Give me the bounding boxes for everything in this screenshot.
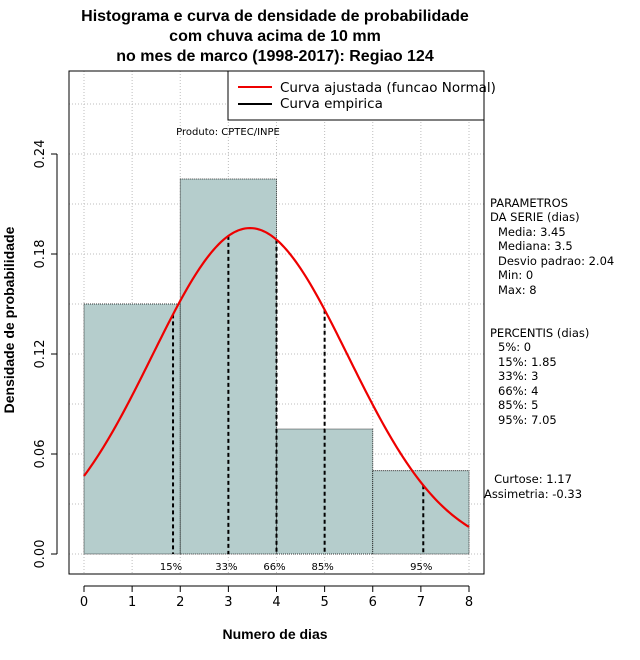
y-tick-label: 0.24	[33, 140, 48, 169]
percentile-lines-layer: 15% 33% 66% 85% 95%	[160, 235, 432, 573]
chart-title-line-1: Histograma e curva de densidade de proba…	[81, 8, 469, 25]
x-axis-label: Numero de dias	[222, 626, 327, 642]
x-tick-label: 6	[369, 595, 377, 610]
histogram-bar	[83, 303, 181, 555]
chart-title-line-3: no mes de marco (1998-2017): Regiao 124	[116, 48, 434, 65]
chart-title-line-2: com chuva acima de 10 mm	[169, 28, 381, 45]
param-sd: Desvio padrao: 2.04	[498, 254, 614, 268]
percentiles-header: PERCENTIS (dias)	[490, 326, 589, 340]
y-tick-label: 0.18	[33, 240, 48, 269]
x-tick-label: 8	[465, 595, 473, 610]
param-max: Max: 8	[498, 283, 537, 297]
product-note: Produto: CPTEC/INPE	[176, 127, 280, 138]
x-tick-label: 4	[272, 595, 280, 610]
param-mean: Media: 3.45	[498, 225, 566, 239]
y-tick-label: 0.12	[33, 340, 48, 369]
x-tick-label: 7	[417, 595, 425, 610]
param-min: Min: 0	[498, 268, 533, 282]
y-tick-label: 0.06	[33, 440, 48, 469]
curve-layer	[83, 226, 470, 528]
y-tick-label: 0.00	[33, 540, 48, 569]
params-header-2: DA SERIE (dias)	[490, 210, 580, 224]
percentile-label: 95%	[410, 562, 432, 573]
x-tick-label: 2	[176, 595, 184, 610]
percentile-label: 85%	[312, 562, 334, 573]
percentile-label: 33%	[215, 562, 237, 573]
percentile-85: 85%: 5	[498, 398, 538, 412]
params-header-1: PARAMETROS	[490, 196, 568, 210]
percentile-66: 66%: 4	[498, 384, 538, 398]
x-tick-label: 3	[224, 595, 232, 610]
skewness: Assimetria: -0.33	[484, 487, 582, 501]
percentile-95: 95%: 7.05	[498, 413, 557, 427]
legend: Curva ajustada (funcao Normal) Curva emp…	[227, 70, 496, 121]
legend-empirical-label: Curva empirica	[280, 96, 383, 112]
x-tick-label: 5	[320, 595, 328, 610]
percentile-5: 5%: 0	[498, 340, 531, 354]
legend-box	[227, 70, 485, 121]
fitted-normal-curve	[83, 226, 470, 528]
x-tick-label: 1	[128, 595, 136, 610]
kurtosis: Curtose: 1.17	[494, 472, 572, 486]
param-median: Mediana: 3.5	[498, 239, 573, 253]
stats-panel: PARAMETROS DA SERIE (dias) Media: 3.45 M…	[484, 196, 614, 501]
histogram-bar	[372, 470, 470, 555]
legend-fit-label: Curva ajustada (funcao Normal)	[280, 80, 496, 96]
axes-layer: 0 1 2 3 4 5 6 7 8 0.00 0.06 0.12 0.18 0.24	[33, 140, 473, 610]
percentile-label: 15%	[160, 562, 182, 573]
percentile-15: 15%: 1.85	[498, 355, 557, 369]
bars-layer	[83, 178, 470, 555]
y-axis-label: Densidade de probabilidade	[1, 226, 17, 413]
percentile-33: 33%: 3	[498, 369, 538, 383]
percentile-label: 66%	[263, 562, 285, 573]
x-tick-label: 0	[80, 595, 88, 610]
